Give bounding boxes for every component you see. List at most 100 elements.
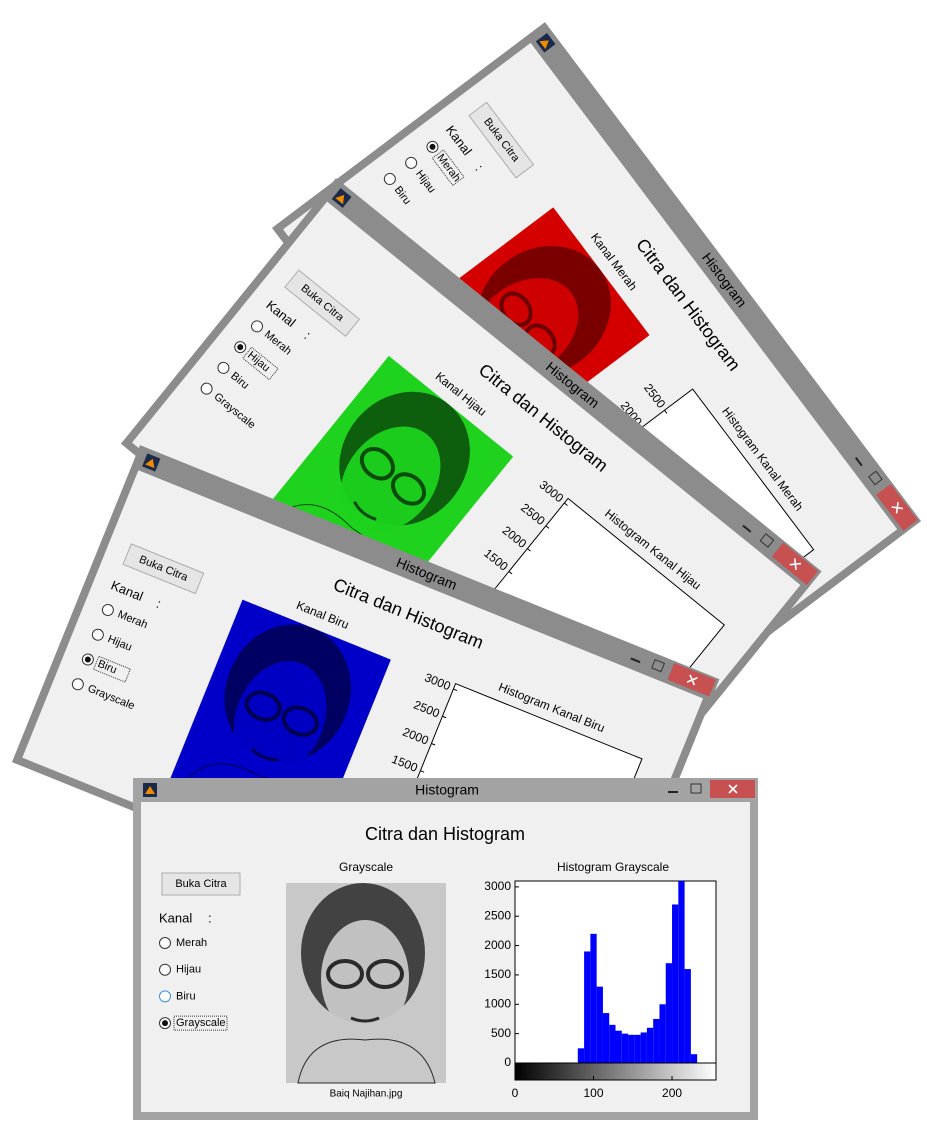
y-tick-label: 1500 [484, 967, 511, 981]
histogram-bar [640, 1032, 647, 1063]
radio-button[interactable] [159, 937, 171, 949]
y-tick-label: 3000 [484, 879, 511, 893]
y-tick-label: 2000 [484, 938, 511, 952]
radio-label[interactable]: Grayscale [176, 1017, 226, 1029]
histogram-bar [665, 963, 673, 1063]
y-tick [431, 743, 436, 746]
y-tick [508, 571, 513, 575]
y-tick [664, 409, 668, 414]
radio-button[interactable] [101, 603, 115, 617]
file-name: Baiq Najihan.jpg [330, 1089, 403, 1100]
image-glasses [281, 705, 319, 737]
kanal-label: Kanal [159, 910, 192, 925]
open-image-button[interactable] [161, 872, 241, 896]
y-tick [564, 502, 568, 506]
kanal-colon: : [472, 162, 486, 174]
minimize-button[interactable] [854, 457, 863, 467]
window: Histogram Citra dan Histogram Buka Citra Ka… [133, 778, 758, 1120]
minimize-button[interactable] [742, 524, 752, 533]
y-tick-label: 2500 [484, 908, 511, 922]
radio-dot [237, 344, 244, 351]
y-tick [545, 525, 550, 529]
maximize-button[interactable] [759, 533, 775, 548]
radio-label[interactable]: Hijau [176, 964, 201, 976]
image-glasses [359, 447, 395, 481]
histogram-bar [602, 1013, 610, 1063]
x-tick-label: 0 [512, 1086, 519, 1100]
histogram-bar [659, 1004, 666, 1063]
radio-button[interactable] [249, 319, 264, 334]
histogram-bar [596, 986, 603, 1063]
app-icon-glyph [145, 786, 155, 794]
y-tick-label: 1000 [484, 996, 511, 1010]
radio-button[interactable] [216, 360, 231, 375]
radio-button[interactable] [159, 990, 171, 1003]
button-label: Buka Citra [175, 878, 227, 890]
image-mouth [353, 500, 377, 521]
histogram-bar [609, 1024, 616, 1063]
histogram-bar [590, 933, 597, 1063]
radio-button[interactable] [159, 963, 171, 976]
maximize-button[interactable] [651, 658, 666, 673]
maximize-button[interactable] [690, 783, 702, 794]
kanal-colon: : [208, 910, 212, 925]
histogram-bar [621, 1033, 629, 1063]
radio-button[interactable] [199, 381, 214, 396]
image-glasses [244, 690, 282, 722]
x-tick-label: 100 [584, 1086, 604, 1100]
radio-dot [429, 143, 436, 150]
maximize-button[interactable] [868, 470, 883, 486]
window-title: Histogram [415, 782, 479, 798]
radio-button[interactable] [403, 155, 418, 170]
image-face [321, 920, 409, 1036]
histogram-bar [615, 1030, 622, 1063]
radio-label[interactable]: Merah [176, 937, 207, 949]
kanal-colon: : [154, 596, 163, 611]
close-glyph [789, 558, 802, 570]
image-mouth [251, 748, 279, 762]
radio-button[interactable] [91, 628, 105, 642]
histogram-bar [628, 1034, 635, 1063]
histogram-bar [646, 1027, 654, 1063]
image-glasses [366, 959, 404, 989]
heading: Citra dan Histogram [365, 824, 525, 844]
close-glyph [891, 502, 904, 514]
radio-label[interactable]: Biru [176, 990, 196, 1002]
histogram-bar [577, 1048, 585, 1063]
open-image-button[interactable] [284, 269, 361, 337]
y-tick-label: 500 [491, 1026, 511, 1040]
window-canvas: Histogram Citra dan Histogram Buka Citra Ka… [133, 778, 758, 1120]
histogram-bar [634, 1034, 641, 1063]
image-mouth [350, 1016, 380, 1023]
radio-dot [84, 656, 91, 663]
image-face [233, 661, 327, 774]
open-image-button[interactable] [468, 101, 535, 179]
open-image-button[interactable] [122, 543, 205, 595]
radio-dot [162, 1020, 168, 1027]
close-glyph [686, 674, 698, 686]
minimize-button[interactable] [630, 657, 641, 664]
y-tick [420, 770, 425, 773]
image-label: Grayscale [339, 860, 393, 874]
image-glasses [326, 959, 364, 989]
y-tick [442, 715, 447, 719]
close-glyph [728, 784, 738, 794]
image-body [297, 1038, 436, 1084]
histogram-bar [678, 881, 685, 1063]
app-icon-glyph [335, 194, 345, 205]
histogram-bar [672, 904, 679, 1063]
app-icon-glyph [539, 40, 549, 50]
y-tick-label: 0 [504, 1055, 511, 1069]
histogram-title: Histogram Grayscale [557, 860, 669, 874]
y-tick [527, 548, 531, 552]
radio-button[interactable] [382, 171, 397, 186]
histogram-bar [690, 1054, 698, 1063]
y-tick [453, 688, 458, 692]
x-tick-label: 200 [662, 1086, 682, 1100]
colorbar [514, 1062, 717, 1081]
radio-button[interactable] [71, 677, 85, 691]
app-icon-glyph [145, 458, 155, 469]
histogram-bar [584, 951, 591, 1063]
histogram-bar [684, 969, 691, 1063]
